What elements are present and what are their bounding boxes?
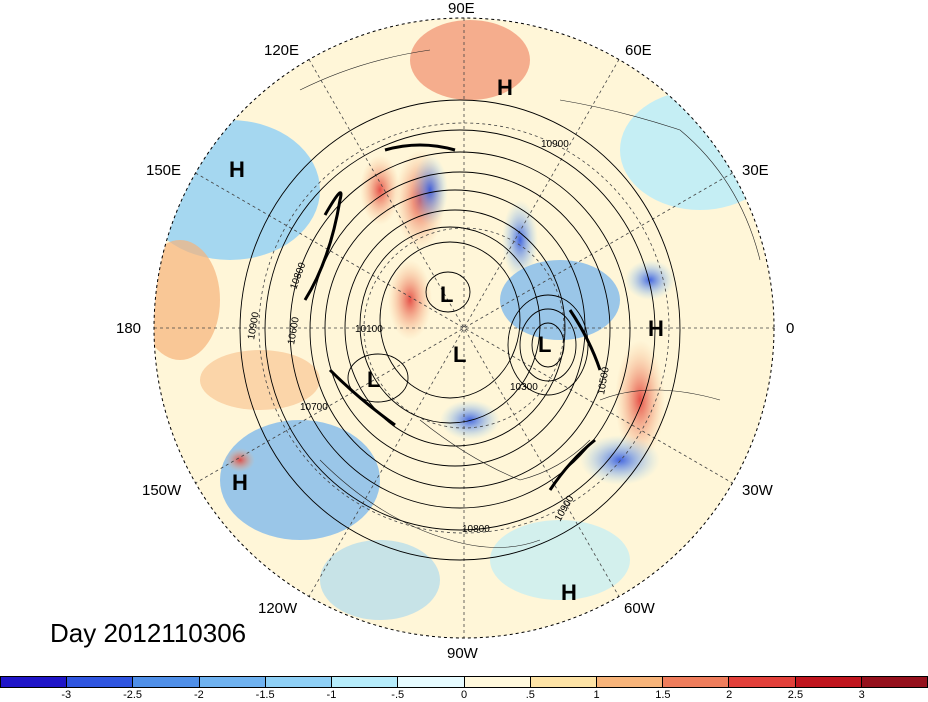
colorbar-segment <box>332 677 399 687</box>
colorbar-tick-label: -3 <box>61 689 72 701</box>
colorbar-segment <box>398 677 465 687</box>
colorbar-segment <box>596 677 664 687</box>
lon-label-120W: 120W <box>258 600 298 617</box>
lon-label-60W: 60W <box>624 600 656 617</box>
high-marker: H <box>232 470 248 495</box>
colorbar-tick-label: 3 <box>858 689 865 701</box>
colorbar-tick-labels: -3 -2.5 -2 -1.5 -1 -.5 0 .5 1 1.5 2 2.5 3 <box>0 689 928 702</box>
colorbar-tick-label: -1 <box>326 689 337 701</box>
colorbar-segment <box>729 677 796 687</box>
colorbar-tick-label: -.5 <box>391 689 405 701</box>
coastlines <box>299 49 761 548</box>
lon-label-30W: 30W <box>742 482 774 499</box>
colorbar-segment <box>795 677 862 687</box>
high-marker: H <box>561 580 577 605</box>
graticule <box>154 18 774 638</box>
colorbar-segment <box>1 677 68 687</box>
low-marker: L <box>453 342 466 367</box>
jet-streaks <box>303 143 602 491</box>
low-marker: L <box>538 332 551 357</box>
contour-label: 10900 <box>246 311 262 341</box>
lon-label-90W: 90W <box>447 645 479 662</box>
colorbar-segment <box>67 677 134 687</box>
high-marker: H <box>229 157 245 182</box>
colorbar-segment <box>265 677 333 687</box>
contour-labels: 10900 10800 10600 10100 10700 10300 1050… <box>246 139 612 535</box>
colorbar-tick-label: .5 <box>525 689 535 701</box>
colorbar-segment <box>663 677 730 687</box>
contour-label: 10100 <box>355 324 383 335</box>
colorbar-tick-label: -2.5 <box>123 689 143 701</box>
contour-label: 10300 <box>510 382 538 393</box>
colorbar-segment <box>464 677 531 687</box>
high-marker: H <box>648 316 664 341</box>
contour-label: 10900 <box>541 139 569 150</box>
pressure-centers: H H H H H L L L L <box>229 75 664 605</box>
high-marker: H <box>497 75 513 100</box>
contour-label: 10500 <box>596 366 612 396</box>
polar-stereographic-map: 90E 60E 30E 0 30W 60W 90W 120W 150W 180 … <box>116 0 794 662</box>
date-title: Day 2012110306 <box>50 618 247 648</box>
colorbar-tick-label: 1.5 <box>655 689 671 701</box>
colorbar-tick-label: 0 <box>460 689 468 701</box>
colorbar-tick-label: 2 <box>726 689 733 701</box>
colorbar-tick-label: 2.5 <box>787 689 804 701</box>
contour-label: 10600 <box>286 316 302 346</box>
lon-label-60E: 60E <box>625 42 652 59</box>
colorbar-tick-label: -1.5 <box>255 689 275 701</box>
lon-label-150W: 150W <box>142 482 182 499</box>
colorbar-segment <box>133 677 200 687</box>
low-marker: L <box>440 282 453 307</box>
colorbar-segment <box>861 677 928 687</box>
lon-label-0: 0 <box>786 320 794 337</box>
map-boundary <box>153 17 775 639</box>
height-contours <box>239 99 681 561</box>
lon-label-150E: 150E <box>146 162 181 179</box>
low-marker: L <box>367 367 380 392</box>
colorbar-tick-label: -2 <box>193 689 204 701</box>
colorbar-segment <box>530 677 597 687</box>
colorbar-segment <box>199 677 266 687</box>
lon-label-180: 180 <box>116 320 141 337</box>
colorbar-tick-label: 1 <box>593 689 600 701</box>
contour-label: 10800 <box>462 524 490 535</box>
lon-label-90E: 90E <box>448 0 475 17</box>
lon-label-120E: 120E <box>264 42 299 59</box>
lon-label-30E: 30E <box>742 162 769 179</box>
colorbar <box>0 676 928 688</box>
longitude-labels: 90E 60E 30E 0 30W 60W 90W 120W 150W 180 … <box>116 0 794 662</box>
contour-label: 10700 <box>300 402 328 413</box>
